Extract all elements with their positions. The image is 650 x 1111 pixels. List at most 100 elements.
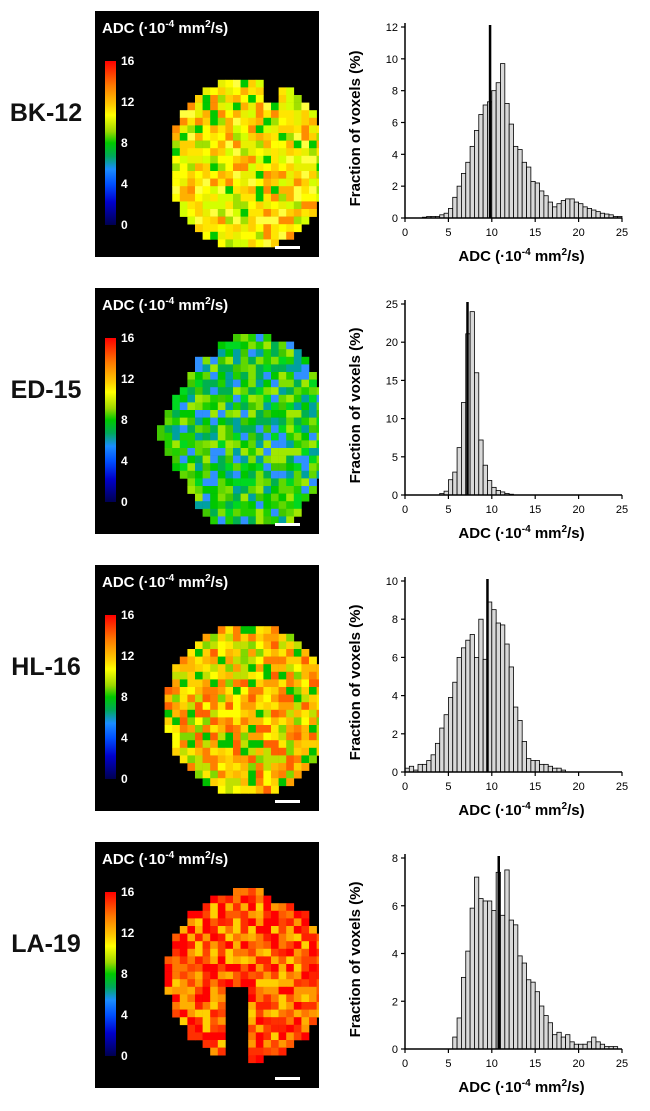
voxel: [271, 626, 279, 635]
voxel: [271, 440, 279, 449]
voxel: [217, 994, 226, 1003]
voxel: [240, 394, 249, 403]
voxel: [233, 717, 241, 726]
voxel: [278, 941, 287, 950]
voxel: [202, 702, 211, 711]
voxel: [301, 410, 310, 418]
voxel: [286, 994, 295, 1003]
voxel: [278, 231, 287, 240]
voxel: [255, 785, 264, 794]
voxel: [263, 186, 272, 195]
voxel: [195, 740, 203, 749]
voxel: [195, 679, 203, 688]
voxel: [240, 679, 249, 688]
voxel: [240, 478, 249, 487]
voxel: [187, 910, 196, 919]
voxel: [172, 933, 181, 942]
voxel: [316, 133, 319, 141]
voxel: [240, 785, 249, 794]
voxel: [202, 641, 211, 650]
voxel: [248, 1055, 257, 1064]
voxel: [225, 372, 234, 380]
voxel: [301, 941, 310, 950]
voxel: [240, 501, 249, 510]
voxel: [271, 224, 279, 233]
histogram-bar: [513, 706, 519, 773]
voxel: [301, 986, 310, 995]
voxel: [195, 193, 203, 202]
voxel: [210, 125, 219, 134]
voxel: [255, 1055, 264, 1064]
voxel: [316, 163, 319, 172]
voxel: [248, 417, 257, 426]
voxel: [316, 394, 319, 403]
voxel: [263, 125, 272, 134]
voxel: [195, 95, 203, 103]
voxel: [301, 656, 310, 665]
voxel: [309, 948, 317, 957]
voxel: [172, 163, 181, 172]
voxel: [286, 725, 295, 733]
x-tick-label: 20: [572, 504, 584, 516]
voxel: [316, 178, 319, 187]
voxel: [263, 770, 272, 779]
voxel: [195, 649, 203, 657]
voxel: [271, 994, 279, 1003]
voxel: [255, 209, 264, 217]
voxel: [301, 379, 310, 388]
colorbar-tick: 12: [121, 649, 135, 663]
voxel: [217, 486, 226, 494]
voxel: [263, 349, 272, 358]
voxel: [248, 687, 257, 695]
histogram-bar: [478, 898, 484, 1050]
voxel: [172, 964, 181, 972]
voxel: [255, 895, 264, 904]
voxel: [187, 470, 196, 479]
voxel: [202, 933, 211, 942]
voxel: [271, 763, 279, 771]
voxel: [202, 209, 211, 217]
voxel: [187, 755, 196, 764]
voxel: [225, 455, 234, 464]
voxel: [248, 341, 257, 350]
voxel: [278, 178, 287, 187]
voxel: [271, 948, 279, 957]
voxel: [195, 725, 203, 733]
voxel: [240, 516, 249, 525]
voxel: [217, 402, 226, 411]
histogram-bar: [430, 754, 436, 773]
voxel: [217, 1032, 226, 1041]
voxel: [263, 379, 272, 388]
voxel: [263, 933, 272, 942]
voxel: [233, 224, 241, 233]
voxel: [172, 440, 181, 449]
voxel: [233, 95, 241, 103]
voxel: [210, 694, 219, 703]
voxel: [202, 455, 211, 464]
voxel: [271, 231, 279, 240]
voxel: [210, 231, 219, 240]
voxel: [240, 948, 249, 957]
voxel: [248, 747, 257, 756]
voxel: [263, 702, 272, 711]
voxel: [271, 702, 279, 711]
voxel: [172, 725, 181, 733]
voxel: [179, 117, 188, 126]
voxel: [255, 926, 264, 934]
voxel: [164, 979, 173, 988]
voxel: [233, 941, 241, 950]
voxel: [217, 117, 226, 126]
voxel: [293, 224, 302, 233]
voxel: [202, 394, 211, 403]
voxel: [301, 171, 310, 179]
voxel: [240, 193, 249, 202]
voxel: [240, 95, 249, 103]
voxel: [293, 470, 302, 479]
voxel: [263, 209, 272, 217]
voxel: [233, 193, 241, 202]
voxel: [202, 140, 211, 149]
voxel: [278, 463, 287, 472]
histogram-bar: [591, 209, 597, 219]
voxel: [172, 664, 181, 673]
voxel: [255, 910, 264, 919]
